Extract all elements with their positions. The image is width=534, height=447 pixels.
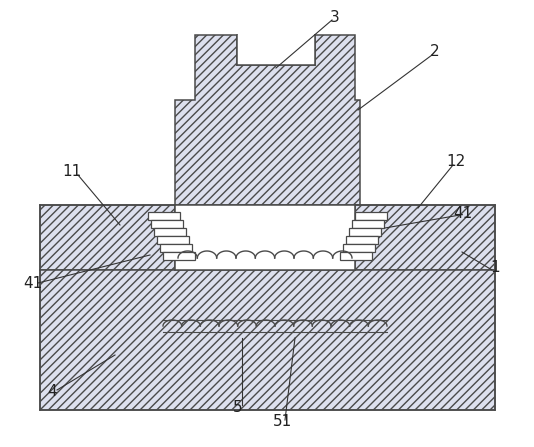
Text: 12: 12 [446,155,466,169]
Polygon shape [163,252,195,260]
Bar [175,205,355,270]
Polygon shape [355,212,387,220]
Polygon shape [160,244,192,252]
Polygon shape [148,212,180,220]
Polygon shape [157,236,189,244]
Polygon shape [343,244,375,252]
Polygon shape [346,236,378,244]
Polygon shape [352,220,384,228]
Text: 11: 11 [62,164,82,180]
Polygon shape [40,270,495,410]
Text: 1: 1 [490,261,500,275]
Text: 2: 2 [430,45,440,59]
Bar [237,35,315,65]
Polygon shape [175,35,360,205]
Text: 41: 41 [23,275,43,291]
Text: 3: 3 [330,10,340,25]
Polygon shape [154,228,186,236]
Text: 51: 51 [272,414,292,430]
Polygon shape [40,205,175,270]
Polygon shape [349,228,381,236]
Text: 4: 4 [47,384,57,400]
Polygon shape [340,252,372,260]
Text: 41: 41 [453,206,473,220]
Polygon shape [355,205,495,270]
Text: 5: 5 [233,400,243,414]
Polygon shape [151,220,183,228]
